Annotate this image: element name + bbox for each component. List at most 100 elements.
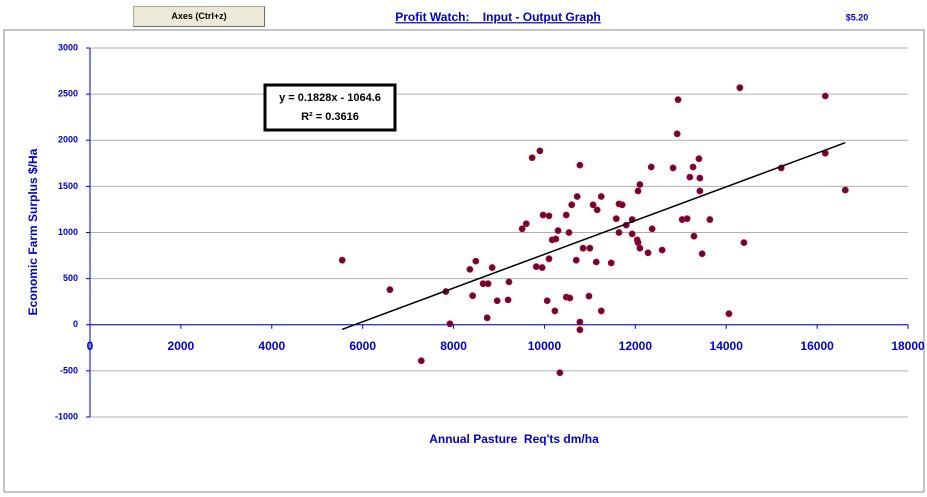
y-tick-label: 1500 bbox=[58, 181, 78, 191]
scatter-point bbox=[673, 130, 681, 138]
scatter-point bbox=[532, 263, 540, 271]
x-tick-label: 18000 bbox=[891, 339, 925, 353]
scatter-point bbox=[690, 232, 698, 240]
scatter-point bbox=[573, 193, 581, 200]
scatter-point bbox=[644, 249, 652, 257]
scatter-point bbox=[615, 229, 623, 236]
scatter-point bbox=[572, 256, 580, 264]
scatter-point bbox=[483, 314, 491, 322]
scatter-point bbox=[554, 227, 562, 235]
x-tick-label: 6000 bbox=[349, 339, 376, 353]
scatter-point bbox=[674, 96, 682, 104]
scatter-point bbox=[488, 264, 496, 271]
y-tick-label: 1000 bbox=[58, 227, 78, 237]
scatter-point bbox=[821, 92, 829, 100]
scatter-point bbox=[493, 297, 501, 305]
scatter-point bbox=[634, 187, 642, 195]
scatter-point bbox=[539, 211, 547, 219]
scatter-point bbox=[576, 318, 584, 326]
scatter-point bbox=[536, 147, 544, 155]
price: $5.20 bbox=[846, 12, 869, 22]
scatter-point bbox=[841, 186, 849, 194]
scatter-point bbox=[612, 215, 620, 223]
x-tick-label: 12000 bbox=[619, 339, 653, 353]
scatter-point bbox=[683, 215, 691, 223]
scatter-point bbox=[566, 294, 574, 302]
scatter-point bbox=[518, 225, 526, 233]
chart-title: Profit Watch: Input - Output Graph bbox=[395, 10, 601, 24]
y-tick-label: -1000 bbox=[55, 411, 78, 421]
scatter-point bbox=[522, 220, 530, 228]
scatter-point bbox=[505, 278, 513, 286]
y-tick-label: 500 bbox=[63, 273, 78, 283]
scatter-point bbox=[597, 193, 605, 200]
scatter-point bbox=[338, 256, 346, 264]
scatter-point bbox=[585, 292, 593, 300]
scatter-point bbox=[551, 307, 559, 315]
scatter-point bbox=[568, 201, 576, 209]
scatter-point bbox=[552, 235, 560, 243]
x-tick-label: 14000 bbox=[710, 339, 744, 353]
trend-equation: y = 0.1828x - 1064.6 bbox=[279, 92, 381, 104]
scatter-point bbox=[669, 164, 677, 172]
trendline bbox=[341, 141, 846, 331]
scatter-point bbox=[446, 320, 454, 328]
scatter-point bbox=[658, 246, 666, 254]
scatter-point bbox=[472, 257, 480, 265]
scatter-point bbox=[466, 265, 474, 273]
x-tick-label: 16000 bbox=[800, 339, 834, 353]
scatter-point bbox=[545, 212, 553, 220]
y-axis-title: Economic Farm Surplus $/Ha bbox=[26, 148, 40, 315]
scatter-point bbox=[565, 229, 573, 236]
y-tick-label: -500 bbox=[60, 365, 78, 375]
scatter-point bbox=[538, 264, 546, 271]
y-tick-label: 3000 bbox=[58, 42, 78, 52]
scatter-point bbox=[484, 280, 492, 288]
scatter-point bbox=[562, 211, 570, 219]
scatter-point bbox=[556, 369, 564, 377]
scatter-point bbox=[589, 201, 597, 209]
chart-frame bbox=[3, 29, 925, 493]
scatter-point bbox=[386, 286, 394, 294]
y-tick-label: 0 bbox=[73, 319, 78, 329]
scatter-point bbox=[579, 244, 587, 252]
scatter-point bbox=[636, 244, 644, 252]
scatter-point bbox=[576, 161, 584, 169]
x-tick-label: 0 bbox=[87, 339, 94, 353]
x-tick-label: 4000 bbox=[258, 339, 285, 353]
scatter-point bbox=[593, 206, 601, 214]
scatter-point bbox=[469, 292, 477, 300]
scatter-point bbox=[543, 297, 551, 305]
scatter-point bbox=[417, 357, 425, 365]
scatter-point bbox=[634, 239, 642, 247]
equation-box bbox=[263, 83, 397, 132]
scatter-point bbox=[586, 244, 594, 252]
scatter-point bbox=[696, 187, 704, 195]
scatter-point bbox=[597, 307, 605, 315]
scatter-point bbox=[545, 255, 553, 263]
scatter-point bbox=[725, 310, 733, 318]
scatter-point bbox=[647, 163, 655, 171]
scatter-point bbox=[576, 326, 584, 334]
scatter-point bbox=[695, 155, 703, 163]
scatter-point bbox=[504, 296, 512, 304]
axes-button[interactable]: Axes (Ctrl+z) bbox=[133, 6, 265, 27]
trend-r2: R² = 0.3616 bbox=[301, 111, 359, 123]
y-tick-label: 2000 bbox=[58, 135, 78, 145]
x-tick-label: 8000 bbox=[440, 339, 467, 353]
scatter-point bbox=[528, 154, 536, 162]
scatter-point bbox=[698, 250, 706, 258]
x-tick-label: 10000 bbox=[528, 339, 562, 353]
scatter-point bbox=[686, 173, 694, 181]
x-tick-label: 2000 bbox=[168, 339, 195, 353]
scatter-point bbox=[607, 259, 615, 267]
scatter-point bbox=[628, 230, 636, 238]
scatter-point bbox=[592, 258, 600, 266]
scatter-point bbox=[706, 216, 714, 223]
scatter-point bbox=[696, 174, 704, 182]
scatter-point bbox=[648, 225, 656, 233]
scatter-point bbox=[740, 239, 748, 247]
x-axis-title: Annual Pasture Req'ts dm/ha bbox=[429, 432, 599, 446]
